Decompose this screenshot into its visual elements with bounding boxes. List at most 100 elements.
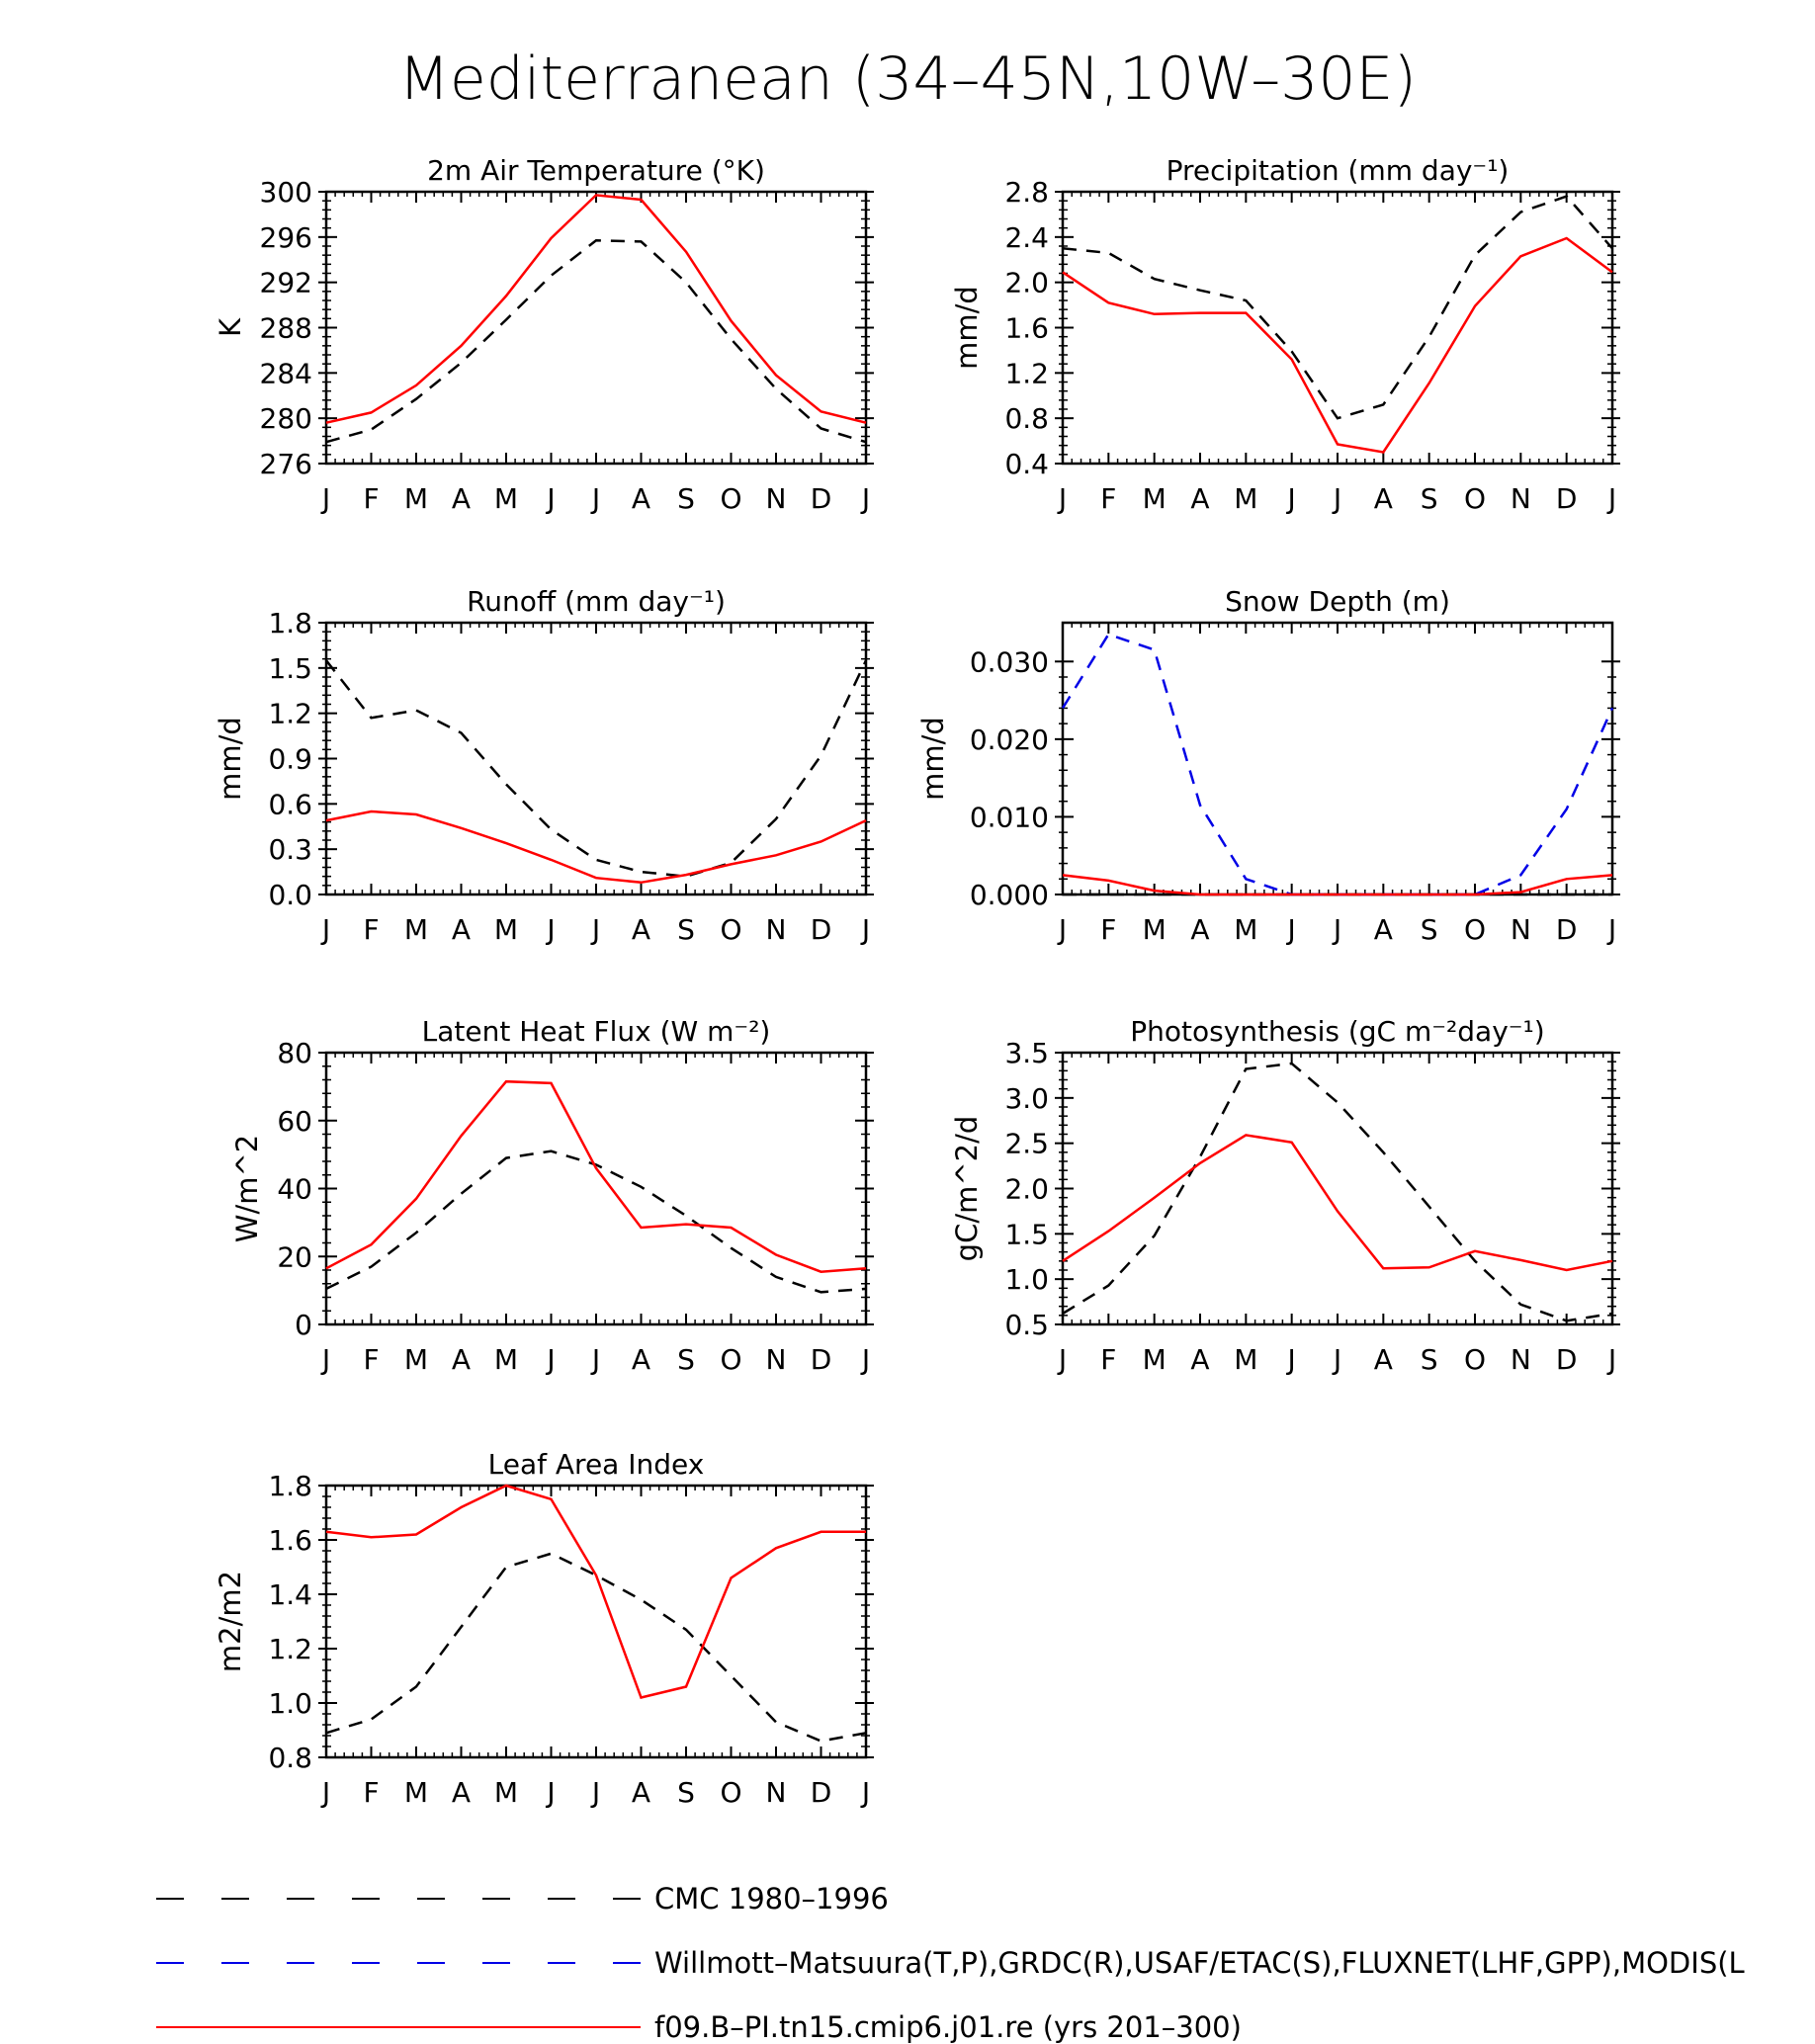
x-tick-label: S <box>1421 1343 1438 1376</box>
series-line-model <box>325 809 867 885</box>
y-tick-label: 2.0 <box>1004 267 1049 299</box>
x-tick-label: J <box>320 482 330 515</box>
x-tick-label: A <box>452 482 471 515</box>
x-tick-label: A <box>632 482 650 515</box>
y-tick-label: 0.6 <box>268 788 312 820</box>
y-tick-label: 1.8 <box>268 607 312 639</box>
x-tick-label: F <box>363 913 379 946</box>
y-axis-label: mm/d <box>214 717 247 801</box>
x-tick-label: A <box>452 1776 471 1809</box>
series-line-model <box>1062 874 1613 896</box>
plot-frame <box>324 1051 868 1326</box>
y-tick-label: 1.0 <box>268 1687 312 1720</box>
y-tick-label: 284 <box>260 357 312 389</box>
y-axis-label: gC/m^2/d <box>950 1116 984 1262</box>
x-tick-label: N <box>1511 1343 1531 1376</box>
y-tick-label: 2.0 <box>1004 1173 1049 1206</box>
x-tick-label: D <box>811 482 832 515</box>
x-tick-label: J <box>1057 1343 1067 1376</box>
x-tick-label: A <box>632 1776 650 1809</box>
y-tick-label: 296 <box>260 221 312 254</box>
y-tick-label: 276 <box>260 448 312 480</box>
x-tick-label: J <box>1332 1343 1341 1376</box>
panel-title: Snow Depth (m) <box>1225 585 1450 618</box>
x-tick-label: S <box>677 1343 695 1376</box>
x-tick-label: J <box>590 482 600 515</box>
x-tick-label: A <box>452 913 471 946</box>
panel-title: Leaf Area Index <box>488 1448 705 1481</box>
series-line-cmc <box>1062 195 1613 420</box>
x-tick-label: D <box>1556 482 1578 515</box>
x-tick-label: N <box>1511 482 1531 515</box>
x-tick-label: J <box>545 1776 555 1809</box>
y-tick-label: 2.8 <box>1004 176 1049 209</box>
legend-label: Willmott–Matsuura(T,P),GRDC(R),USAF/ETAC… <box>654 1946 1745 1980</box>
panel-title: Runoff (mm day⁻¹) <box>467 585 726 618</box>
x-tick-label: F <box>1100 913 1116 946</box>
y-tick-label: 2.5 <box>1004 1128 1049 1160</box>
x-tick-label: M <box>494 482 518 515</box>
x-tick-label: F <box>1100 482 1116 515</box>
series-line-cmc <box>1062 1062 1613 1322</box>
y-tick-label: 1.5 <box>1004 1218 1049 1250</box>
y-tick-label: 1.2 <box>268 1633 312 1665</box>
x-tick-label: M <box>1234 482 1257 515</box>
y-tick-label: 60 <box>277 1105 312 1138</box>
x-tick-label: J <box>320 1776 330 1809</box>
y-axis-label: m2/m2 <box>214 1571 247 1672</box>
x-tick-label: N <box>1511 913 1531 946</box>
y-tick-label: 288 <box>260 312 312 345</box>
x-tick-label: M <box>404 1343 428 1376</box>
x-tick-label: N <box>766 482 787 515</box>
y-tick-label: 0.030 <box>970 645 1049 678</box>
y-tick-label: 1.2 <box>1004 357 1049 389</box>
y-axis-label: K <box>214 317 247 337</box>
y-tick-label: 0.000 <box>970 879 1049 911</box>
x-tick-label: J <box>590 1343 600 1376</box>
y-tick-label: 0.4 <box>1004 448 1049 480</box>
y-tick-label: 0.010 <box>970 801 1049 833</box>
x-tick-label: J <box>590 913 600 946</box>
x-tick-label: A <box>452 1343 471 1376</box>
series-line-cmc <box>325 1552 867 1743</box>
y-tick-label: 292 <box>260 267 312 299</box>
x-tick-label: S <box>1421 913 1438 946</box>
x-tick-label: J <box>545 482 555 515</box>
x-tick-label: A <box>1190 1343 1209 1376</box>
y-tick-label: 1.4 <box>268 1578 312 1611</box>
y-tick-label: 40 <box>277 1173 312 1206</box>
chart-panel: J F M A M J J A S O N D J0.40.81.21.62.02.42.8Precip… <box>950 154 1620 515</box>
x-tick-label: A <box>1374 482 1393 515</box>
series-line-model <box>325 1484 866 1699</box>
plot-frame <box>1061 1051 1614 1326</box>
x-tick-label: M <box>1143 482 1167 515</box>
series-line-cmc <box>325 659 868 878</box>
y-tick-label: 3.0 <box>1004 1082 1049 1115</box>
y-axis-label: mm/d <box>950 286 984 370</box>
y-tick-label: 0.8 <box>1004 402 1049 435</box>
x-tick-label: O <box>720 482 741 515</box>
y-tick-label: 1.2 <box>268 698 312 730</box>
y-tick-label: 0.020 <box>970 724 1049 756</box>
x-tick-label: J <box>1332 482 1341 515</box>
y-tick-label: 0 <box>295 1309 312 1341</box>
x-tick-label: F <box>363 482 379 515</box>
plot-frame <box>324 1484 868 1759</box>
x-tick-label: F <box>363 1776 379 1809</box>
x-tick-label: M <box>1234 1343 1257 1376</box>
legend-label: CMC 1980–1996 <box>654 1882 889 1916</box>
x-tick-label: A <box>1374 1343 1393 1376</box>
x-tick-label: N <box>766 913 787 946</box>
x-tick-label: S <box>677 913 695 946</box>
x-tick-label: J <box>1606 482 1616 515</box>
panel-title: 2m Air Temperature (°K) <box>427 154 765 187</box>
panel-title: Photosynthesis (gC m⁻²day⁻¹) <box>1130 1015 1544 1048</box>
panel-title: Precipitation (mm day⁻¹) <box>1167 154 1510 187</box>
chart-panel: J F M A M J J A S O N D J0.51.01.52.02.53.03.5Photos… <box>950 1015 1620 1376</box>
x-tick-label: S <box>1421 482 1438 515</box>
y-tick-label: 0.5 <box>1004 1309 1049 1341</box>
x-tick-label: O <box>1464 913 1486 946</box>
